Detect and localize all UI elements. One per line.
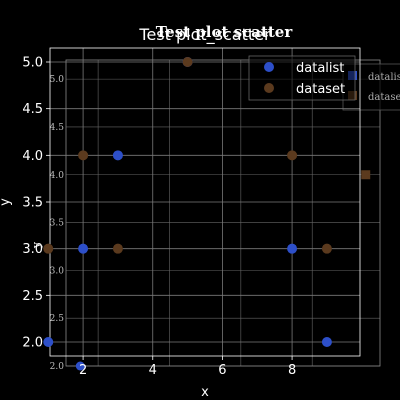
ghost-y-tick-label: 3.0 <box>50 266 65 276</box>
main-data-points <box>43 57 332 347</box>
main-y-tick-label: 3.0 <box>22 242 43 257</box>
ghost-y-tick-label: 4.5 <box>50 123 65 133</box>
ghost-chart-title: Test plot scatter <box>156 23 294 41</box>
main-x-tick-label: 4 <box>149 363 157 378</box>
main-y-tick-label: 4.5 <box>22 102 43 117</box>
ghost-y-tick-label: 2.5 <box>50 314 65 324</box>
main-chart-layer: 2 4 6 8 2.0 2.5 3.0 3.5 4.0 4.5 5.0 Test plot_sca… <box>0 25 361 400</box>
main-data-point-datalist <box>78 243 89 254</box>
ghost-y-tick-label: 3.5 <box>50 219 65 229</box>
ghost-data-points <box>75 170 371 371</box>
ghost-data-point-dataset <box>361 170 371 180</box>
main-chart-title: Test plot_scatter <box>138 25 271 45</box>
ghost-legend-label-datalist: datalist <box>368 72 400 83</box>
ghost-y-tick-label: 5.0 <box>50 75 65 85</box>
main-y-tick-label: 4.0 <box>22 149 43 164</box>
main-data-point-datalist <box>112 150 123 161</box>
main-data-point-dataset <box>321 243 332 254</box>
main-data-point-dataset <box>43 243 54 254</box>
main-data-point-datalist <box>287 243 298 254</box>
main-x-tick-label: 2 <box>79 363 87 378</box>
ghost-plot-frame <box>65 59 381 367</box>
main-legend-label-datalist: datalist <box>296 61 344 76</box>
ghost-y-tick-label: 2.0 <box>50 362 65 372</box>
main-legend: datalist dataset <box>248 55 356 101</box>
main-x-tick-label: 6 <box>218 363 226 378</box>
main-x-ticks: 2 4 6 8 <box>79 356 296 378</box>
ghost-data-point-datalist <box>75 361 85 371</box>
main-data-point-dataset <box>112 243 123 254</box>
main-legend-marker-datalist <box>264 62 274 72</box>
main-y-tick-label: 2.0 <box>22 336 43 351</box>
main-x-axis-label: x <box>201 385 209 400</box>
main-x-tick-label: 8 <box>288 363 296 378</box>
main-legend-label-dataset: dataset <box>296 82 345 97</box>
ghost-y-axis-label: y <box>30 241 43 249</box>
main-data-point-dataset <box>78 150 89 161</box>
ghost-y-tick-label: 4.0 <box>50 171 65 181</box>
main-y-axis-label: y <box>0 198 13 206</box>
main-y-tick-label: 2.5 <box>22 289 43 304</box>
ghost-legend-label-dataset: dataset <box>368 92 400 103</box>
main-data-point-datalist <box>321 337 332 347</box>
main-y-tick-label: 3.5 <box>22 196 43 211</box>
main-data-point-dataset <box>182 57 193 67</box>
ghost-y-tick-labels: 2.0 2.5 3.0 3.5 4.0 4.5 5.0 <box>50 75 65 372</box>
main-legend-marker-dataset <box>264 83 274 93</box>
main-y-ticks: 2.0 2.5 3.0 3.5 4.0 4.5 5.0 <box>22 56 50 351</box>
main-y-tick-label: 5.0 <box>22 56 43 71</box>
main-data-point-dataset <box>287 150 298 161</box>
main-data-point-datalist <box>43 337 54 347</box>
